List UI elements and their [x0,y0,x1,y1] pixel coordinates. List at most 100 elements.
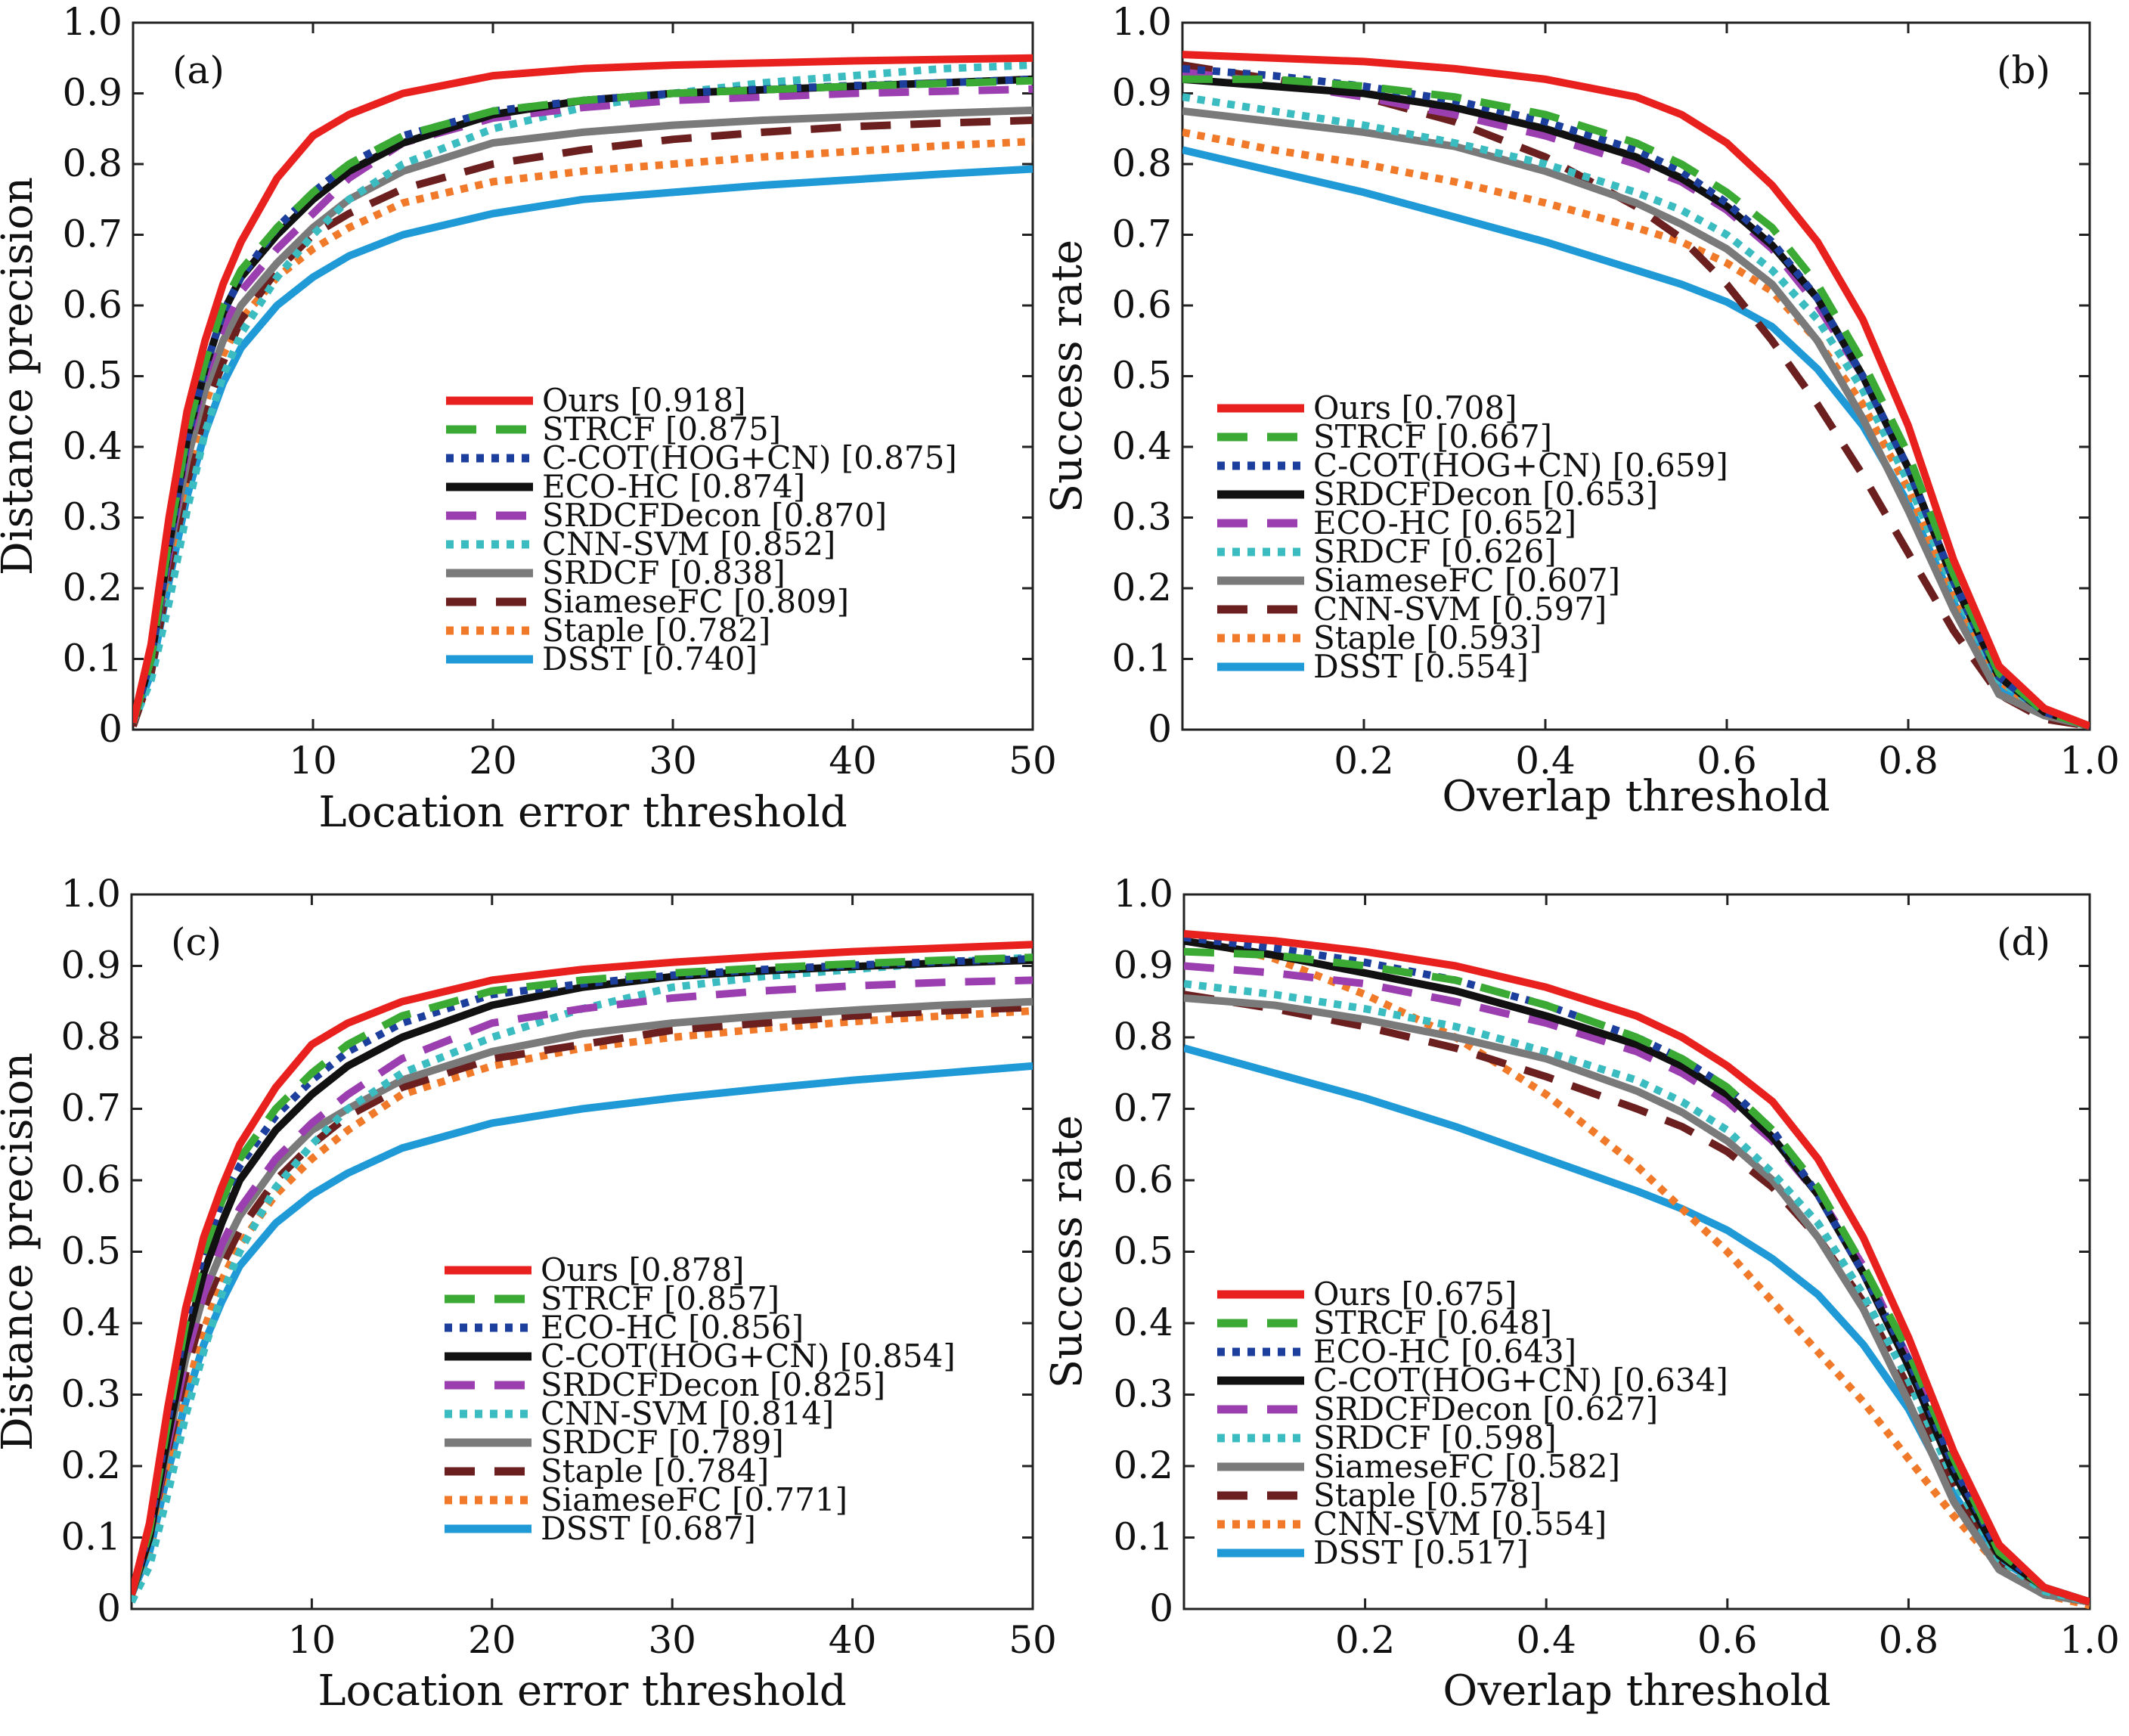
x-tick-label: 0.2 [1334,739,1394,783]
x-tick-label: 40 [829,1618,877,1662]
x-axis-title: Location error threshold [318,1666,846,1716]
legend-entry: SiameseFC [0.771] [541,1481,848,1518]
x-axis-title: Location error threshold [318,788,847,837]
x-axis-title: Overlap threshold [1442,772,1830,821]
x-tick-label: 10 [288,1618,336,1662]
y-axis-title: Success rate [1043,1115,1092,1388]
series-line-cnn-svm [132,953,1033,1604]
series-line-cnn-svm [133,61,1033,724]
y-axis-title: Distance precision [0,1052,42,1451]
y-tick-label: 0.9 [60,944,121,987]
legend-entry: SRDCF [0.838] [542,554,786,591]
legend-entry: Ours [0.918] [542,382,745,419]
legend-entry: Ours [0.675] [1313,1276,1517,1313]
legend-entry: SRDCFDecon [0.870] [542,497,887,534]
y-tick-label: 0.3 [60,1372,121,1416]
legend-entry: Ours [0.878] [541,1251,744,1288]
series-group [1182,51,2090,730]
y-tick-label: 0.8 [1111,141,1172,185]
y-tick-label: 0.3 [62,495,122,539]
series-line-strcf [1182,75,2090,730]
series-line-siamesefc [133,116,1033,727]
series-line-ours [133,54,1033,724]
x-tick-label: 0.6 [1697,1618,1758,1662]
legend-entry: DSST [0.517] [1313,1534,1529,1571]
legend-entry: STRCF [0.857] [541,1280,779,1317]
x-tick-label: 0.4 [1516,1618,1576,1662]
legend-entry: SRDCFDecon [0.653] [1313,476,1658,513]
y-tick-label: 0.8 [1113,1015,1173,1059]
series-line-siamesefc [1182,107,2090,730]
legend-entry: SRDCF [0.626] [1313,533,1557,570]
y-tick-label: 1.0 [62,0,122,44]
legend-entry: Staple [0.782] [542,612,770,649]
series-line-staple [133,138,1033,724]
panel-b-chart: 0 0.1 0.2 0.3 0.4 0.5 0.6 0.7 0.8 0.9 1.0 0.2 0.4 0.6… [1043,0,2120,821]
x-tick-label: 0.8 [1879,1618,1939,1662]
panel-a-chart: 0 0.1 0.2 0.3 0.4 0.5 0.6 0.7 0.8 0.9 1.0 10 20 30 40 5… [0,0,1057,837]
y-tick-label: 0.6 [1113,1158,1173,1201]
y-tick-label: 0.5 [1113,1229,1173,1273]
y-tick-label: 0.9 [1111,71,1172,115]
x-tick-label: 1.0 [2059,739,2120,783]
y-tick-label: 0.6 [62,283,122,327]
legend-entry: DSST [0.554] [1313,648,1529,685]
legend-entry: ECO-HC [0.652] [1313,504,1576,541]
legend: Ours [0.878]STRCF [0.857]ECO-HC [0.856] C… [445,1251,956,1547]
legend-entry: DSST [0.740] [542,640,758,677]
legend-entry: CNN-SVM [0.852] [542,525,835,563]
series-line-dsst [132,1062,1033,1597]
y-tick-label: 0.5 [1111,354,1172,398]
series-group [133,54,1033,727]
panel-label: (a) [172,48,225,92]
series-group [1184,930,2090,1609]
y-tick-label: 0.1 [60,1515,121,1559]
panel-c-chart: 0 0.1 0.2 0.3 0.4 0.5 0.6 0.7 0.8 0.9 1.0 10 20 30 40 5… [0,872,1057,1716]
legend-entry: SiameseFC [0.582] [1313,1448,1620,1485]
legend-entry: ECO-HC [0.856] [541,1309,804,1346]
legend-entry: C-COT(HOG+CN) [0.659] [1313,447,1728,484]
y-tick-label: 0.6 [1111,283,1172,327]
legend-entry: C-COT(HOG+CN) [0.875] [542,439,957,476]
series-line-staple [1184,990,2090,1606]
y-axis-title: Distance precision [0,177,42,575]
y-tick-label: 0.8 [60,1015,121,1059]
legend-entry: SRDCFDecon [0.825] [541,1366,885,1403]
legend-entry: CNN-SVM [0.597] [1313,591,1607,628]
legend-entry: ECO-HC [0.874] [542,468,805,505]
y-tick-label: 0.5 [62,354,122,398]
legend-entry: CNN-SVM [0.814] [541,1395,834,1432]
y-tick-label: 1.0 [60,872,121,916]
series-line-siamesefc [132,1007,1033,1604]
y-tick-label: 0.9 [62,71,122,115]
y-tick-label: 1.0 [1113,872,1173,916]
series-line-c-cot-hog-cn- [1184,937,2090,1606]
x-axis-title: Overlap threshold [1443,1666,1830,1716]
panel-label: (d) [1997,920,2050,964]
legend-entry: STRCF [0.667] [1313,418,1552,455]
y-tick-label: 0 [1148,707,1172,751]
y-tick-label: 0.7 [60,1087,121,1130]
legend-entry: Staple [0.593] [1313,619,1542,656]
y-tick-label: 0.8 [62,141,122,185]
legend-entry: Staple [0.784] [541,1452,769,1490]
legend: Ours [0.708]STRCF [0.667]C-COT(HOG+CN) [… [1217,389,1728,685]
y-tick-label: 0.1 [1113,1515,1173,1559]
series-line-c-cot-hog-cn- [133,75,1033,724]
legend-entry: SRDCF [0.598] [1313,1419,1557,1456]
legend-entry: C-COT(HOG+CN) [0.634] [1313,1362,1728,1399]
panel-label: (b) [1997,48,2050,92]
x-tick-label: 0.4 [1515,739,1576,783]
y-tick-label: 1.0 [1111,0,1172,44]
legend: Ours [0.918]STRCF [0.875]C-COT(HOG+CN) [… [446,382,957,677]
panel-d-chart: 0 0.1 0.2 0.3 0.4 0.5 0.6 0.7 0.8 0.9 1.0 0.2 0.4 0.6… [1043,872,2120,1716]
x-tick-label: 30 [649,739,697,783]
legend-entry: SiameseFC [0.809] [542,583,849,620]
legend-entry: DSST [0.687] [541,1510,756,1547]
series-line-siamesefc [1184,994,2090,1606]
y-tick-label: 0.9 [1113,944,1173,987]
x-tick-label: 50 [1009,1618,1057,1662]
legend-entry: SiameseFC [0.607] [1313,562,1620,599]
y-tick-label: 0.4 [60,1300,121,1344]
